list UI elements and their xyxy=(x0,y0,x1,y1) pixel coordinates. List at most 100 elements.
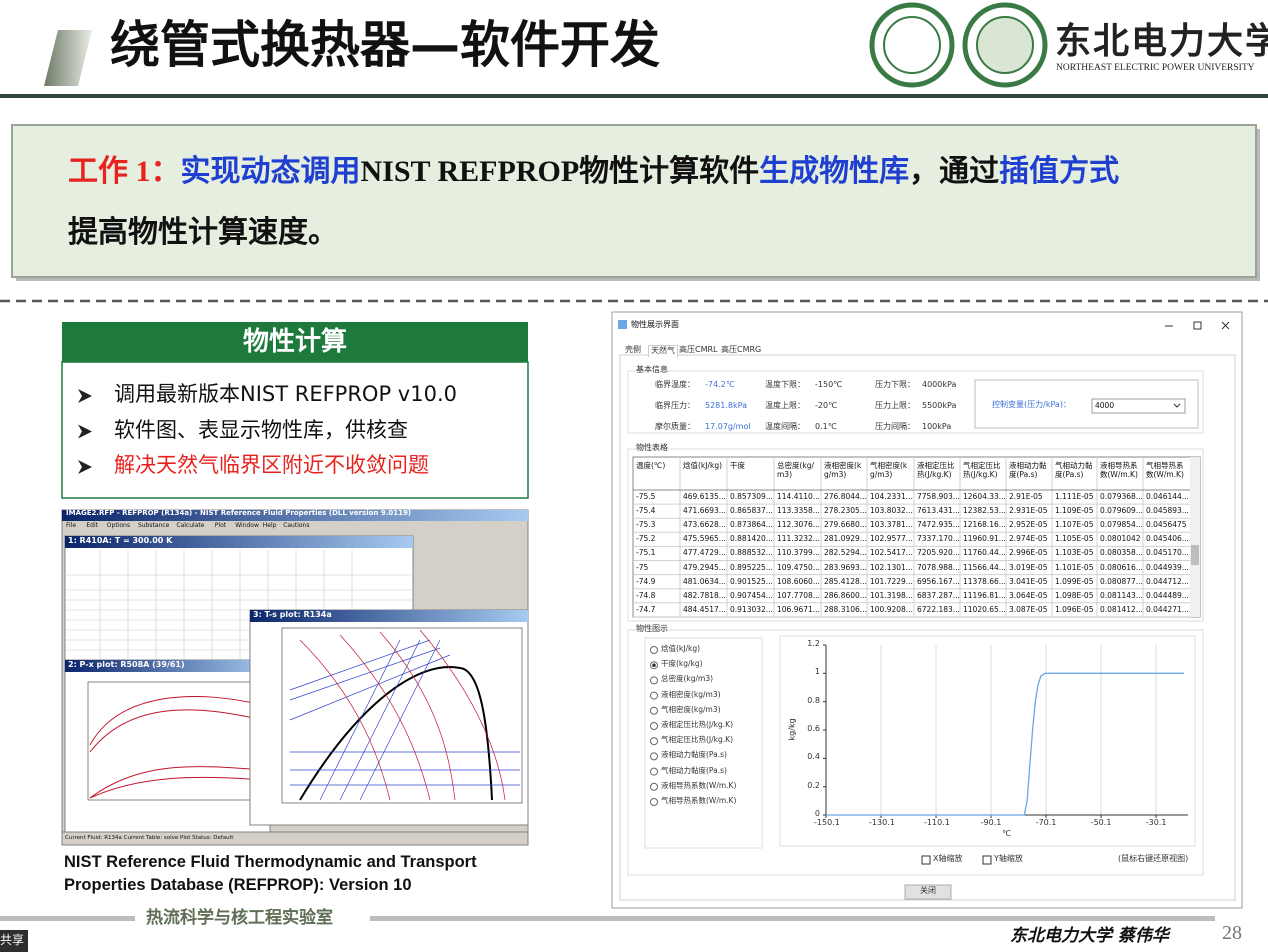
column-header: 液相动力黏度(Pa.s) xyxy=(1009,461,1047,479)
refprop-menu-item: Help xyxy=(262,522,277,529)
field-value: 17.07g/mol xyxy=(705,422,751,431)
close-button[interactable] xyxy=(904,884,952,900)
refprop-window-title: 1: R410A: T = 300.00 K xyxy=(68,536,173,545)
logos xyxy=(869,2,1048,88)
table-cell: 106.9671... xyxy=(777,604,820,614)
x-axis-label: ℃ xyxy=(1002,829,1011,838)
table-cell: 11566.44... xyxy=(963,562,1006,572)
table-cell: 0.081143... xyxy=(1100,590,1143,600)
tab[interactable]: 天然气 xyxy=(648,345,678,357)
tab[interactable]: 高压CMRG xyxy=(721,345,762,354)
radio[interactable] xyxy=(650,737,658,746)
table-cell: 0.865837... xyxy=(730,506,773,516)
table-cell: -75 xyxy=(636,562,649,572)
table-cell: 479.2945... xyxy=(683,562,726,572)
field-label: 压力上限： xyxy=(875,401,915,410)
table-cell: 278.2305... xyxy=(824,506,867,516)
radio[interactable] xyxy=(650,646,658,654)
field-label: 压力间隔： xyxy=(875,422,915,431)
table-cell: 475.5965... xyxy=(683,534,726,544)
radio[interactable] xyxy=(650,676,658,685)
column-header: 气相定压比热(J/kg.K) xyxy=(963,461,1001,479)
table-cell: -75.1 xyxy=(636,548,656,558)
field-value: -74.2℃ xyxy=(705,380,735,389)
field-label: 温度下限： xyxy=(765,380,805,389)
table-cell: 0.080358... xyxy=(1100,548,1143,558)
refprop-caption: Properties Database (REFPROP): Version 1… xyxy=(64,876,412,894)
table-cell: 11020.65... xyxy=(963,604,1006,614)
x-tick-label: -30.1 xyxy=(1145,818,1167,827)
table-cell: 7472.935... xyxy=(917,520,960,530)
table-cell: 0.046144... xyxy=(1146,492,1189,501)
table-cell: 111.3232... xyxy=(777,534,820,544)
table-cell: 285.4128... xyxy=(824,576,867,586)
table-cell: 1.107E-05 xyxy=(1055,520,1094,530)
table-cell: 6956.167... xyxy=(917,576,960,586)
table-cell: 102.5417... xyxy=(870,548,913,558)
option-label: 气相导热系数(W/m.K) xyxy=(661,796,737,805)
field-label: 温度上限： xyxy=(765,401,805,410)
table-cell: 0.888532... xyxy=(730,548,773,558)
table-cell: 473.6628... xyxy=(683,520,726,530)
field-value: 0.1℃ xyxy=(815,422,837,431)
bullet-arrow xyxy=(78,424,92,439)
page-number: 28 xyxy=(1222,922,1242,944)
table-cell: 2.952E-05 xyxy=(1009,520,1048,530)
banner-segment: ，通过 xyxy=(909,155,1000,188)
table-cell: 0.079609... xyxy=(1100,506,1143,516)
column-header: 焓值(kJ/kg) xyxy=(683,461,723,470)
footer-rule xyxy=(370,916,1215,921)
table-cell: -75.2 xyxy=(636,534,656,544)
table-cell: -75.3 xyxy=(636,520,656,530)
radio[interactable] xyxy=(650,706,658,715)
refprop-menu-item: Edit xyxy=(86,522,99,529)
option-label: 总密度(kg/m3) xyxy=(661,674,714,684)
table-cell: 1.099E-05 xyxy=(1055,576,1094,586)
tab[interactable]: 壳侧 xyxy=(625,345,641,354)
banner-box xyxy=(11,124,1257,278)
table-cell: 0.044271... xyxy=(1146,604,1189,614)
field-label: 温度间隔： xyxy=(765,422,805,431)
radio[interactable] xyxy=(650,722,658,730)
refprop-status: Current Fluid: R134a Current Table: solv… xyxy=(65,835,234,841)
table-cell: -74.9 xyxy=(636,576,656,586)
table-cell: 1.109E-05 xyxy=(1055,506,1094,516)
y-tick-label: 1.2 xyxy=(807,639,820,648)
refprop-window-title: 2: P-x plot: R508A (39/61) xyxy=(68,660,185,669)
table-cell: 114.4110... xyxy=(777,492,820,501)
table-cell: 0.045170... xyxy=(1146,548,1189,558)
panel-header xyxy=(62,322,528,362)
control-value[interactable]: 4000 xyxy=(1095,401,1115,410)
table-cell: 0.045893... xyxy=(1146,506,1189,516)
field-value: 5500kPa xyxy=(922,401,957,410)
banner-segment: 工作 1： xyxy=(68,155,181,188)
option-label: 液相定压比热(J/kg.K) xyxy=(661,720,733,729)
table-cell: 7758.903... xyxy=(917,492,960,501)
refprop-menu-item: Plot xyxy=(214,522,227,529)
radio[interactable] xyxy=(650,782,658,791)
table-cell: -74.8 xyxy=(636,590,656,600)
x-tick-label: -150.1 xyxy=(814,818,840,827)
radio[interactable] xyxy=(650,752,658,761)
refprop-menu-item: Cautions xyxy=(283,522,310,529)
footer-lab: 热流科学与核工程实验室 xyxy=(146,908,333,928)
column-header: 液相密度(kg/m3) xyxy=(824,461,862,479)
bullet-text: 调用最新版本NIST REFPROP v10.0 xyxy=(114,382,457,406)
radio[interactable] xyxy=(650,767,658,776)
x-tick-label: -130.1 xyxy=(869,818,895,827)
table-cell: 3.041E-05 xyxy=(1009,576,1048,586)
y-tick-label: 0 xyxy=(814,809,820,818)
tab[interactable]: 高压CMRL xyxy=(679,345,718,354)
panel-box xyxy=(61,361,529,499)
bullet-text: 解决天然气临界区附近不收敛问题 xyxy=(114,453,429,477)
y-axis-label: kg/kg xyxy=(787,718,797,741)
table-cell: 7078.988... xyxy=(917,562,960,572)
group-label: 基本信息 xyxy=(636,365,668,374)
table-cell: 288.3106... xyxy=(824,604,867,614)
radio[interactable] xyxy=(650,691,658,700)
control-label: 控制变量(压力/kPa)： xyxy=(992,400,1071,409)
radio[interactable] xyxy=(650,798,658,806)
refprop-menu-item: Options xyxy=(106,522,130,529)
column-header: 总密度(kg/m3) xyxy=(777,461,815,479)
table-cell: 2.996E-05 xyxy=(1009,548,1048,558)
